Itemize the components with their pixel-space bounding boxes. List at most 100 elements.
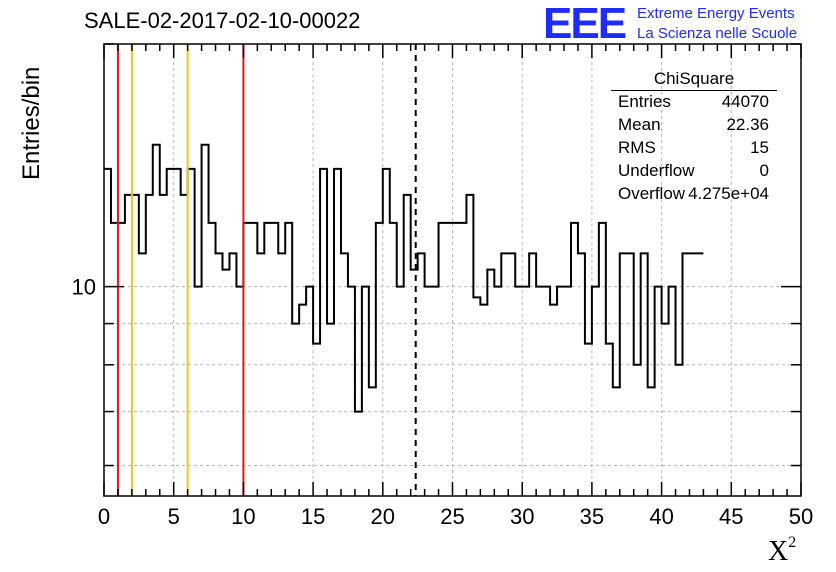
stat-row-underflow: Underflow 0 (611, 159, 777, 182)
x-tick-label: 45 (719, 504, 743, 529)
stat-value: 44070 (721, 92, 769, 111)
histogram-bin (432, 287, 439, 496)
histogram-bin (278, 253, 285, 496)
x-tick-label: 10 (231, 504, 255, 529)
histogram-bin (418, 253, 425, 496)
histogram-bin (306, 287, 313, 496)
histogram-bin (515, 287, 522, 496)
histogram-bin (125, 195, 132, 496)
x-tick-label: 5 (168, 504, 180, 529)
histogram-bin (292, 324, 299, 496)
histogram-bin (648, 387, 655, 496)
histogram-bin (592, 287, 599, 496)
histogram-bin (425, 287, 432, 496)
histogram-bin (153, 145, 160, 496)
histogram-bin (174, 169, 181, 496)
histogram-bin (146, 195, 153, 496)
histogram-step-line (104, 143, 704, 413)
stat-row-rms: RMS 15 (611, 136, 777, 159)
stat-key: Underflow (618, 161, 695, 180)
histogram-bin (334, 169, 341, 496)
histogram-bin (243, 223, 250, 496)
stat-row-overflow: Overflow 4.275e+04 (611, 182, 777, 205)
histogram-bin (473, 297, 480, 496)
histogram-bin (487, 270, 494, 496)
histogram-bin (446, 223, 453, 496)
histogram-bin (669, 287, 676, 496)
histogram-bin (139, 253, 146, 496)
histogram-bin (683, 253, 690, 496)
x-axis-label-sup: 2 (788, 534, 797, 551)
histogram-bin (299, 305, 306, 496)
x-axis-label: X2 (768, 534, 797, 568)
stat-row-entries: Entries 44070 (611, 90, 777, 113)
histogram-bin (369, 387, 376, 496)
histogram-bin (564, 287, 571, 496)
histogram-bin (285, 223, 292, 496)
histogram-bin (453, 223, 460, 496)
histogram-bin (264, 223, 271, 496)
histogram-bin (327, 324, 334, 496)
histogram-bin (522, 287, 529, 496)
stat-key: Mean (618, 115, 661, 134)
histogram-bin (222, 270, 229, 496)
histogram-bin (676, 365, 683, 496)
histogram-bin (606, 344, 613, 496)
histogram-bin (585, 344, 592, 496)
histogram-bin (543, 287, 550, 496)
logo-mark: EEE (543, 0, 627, 48)
histogram-bin (376, 223, 383, 496)
stat-value: 4.275e+04 (688, 184, 769, 203)
tick-labels: 10 0 5 10 15 20 25 30 35 40 45 50 (72, 275, 814, 529)
histogram-bin (355, 412, 362, 496)
histogram-bin (257, 253, 264, 496)
histogram-bin (188, 169, 195, 496)
y-axis-label: Entries/bin (18, 66, 45, 180)
histogram-bin (271, 223, 278, 496)
x-tick-label: 50 (789, 504, 813, 529)
stat-value: 0 (759, 161, 769, 180)
histogram-bin (181, 195, 188, 496)
histogram-bin (641, 253, 648, 496)
x-tick-label: 25 (440, 504, 464, 529)
threshold-lines (116, 44, 417, 496)
histogram-bin (348, 287, 355, 496)
histogram-bin (501, 253, 508, 496)
x-tick-label: 15 (301, 504, 325, 529)
histogram-bin (313, 344, 320, 496)
histogram-bin (466, 195, 473, 496)
histogram-bin (557, 287, 564, 496)
histogram-bin (571, 223, 578, 496)
histogram-bin (362, 287, 369, 496)
histogram-bin (599, 223, 606, 496)
histogram-bin (216, 253, 223, 496)
histogram-bin (341, 253, 348, 496)
chart-title: SALE-02-2017-02-10-00022 (84, 8, 361, 33)
x-axis-label-base: X (768, 536, 789, 567)
histogram-bin (404, 195, 411, 496)
grid (104, 44, 801, 496)
histogram-bin (696, 253, 703, 496)
histogram-bin (508, 253, 515, 496)
stats-title: ChiSquare (653, 69, 735, 88)
histogram-bin (689, 253, 696, 496)
histogram-bin (459, 223, 466, 496)
axis-ticks (103, 43, 802, 496)
histogram-bin (236, 287, 243, 496)
histogram-bin (118, 223, 125, 496)
histogram-bin (209, 223, 216, 496)
histogram-bin (480, 305, 487, 496)
histogram-series (104, 143, 704, 496)
histogram-bin (578, 253, 585, 496)
histogram-bin (620, 253, 627, 496)
stat-key: Entries (618, 92, 671, 111)
histogram-bin (383, 169, 390, 496)
histogram-bin (229, 253, 236, 496)
histogram-bin (536, 287, 543, 496)
stats-box: ChiSquare Entries 44070 Mean 22.36 RMS 1… (611, 68, 777, 205)
stat-row-mean: Mean 22.36 (611, 113, 777, 136)
x-tick-label: 20 (371, 504, 395, 529)
histogram-bin (132, 195, 139, 496)
x-tick-label: 30 (510, 504, 534, 529)
